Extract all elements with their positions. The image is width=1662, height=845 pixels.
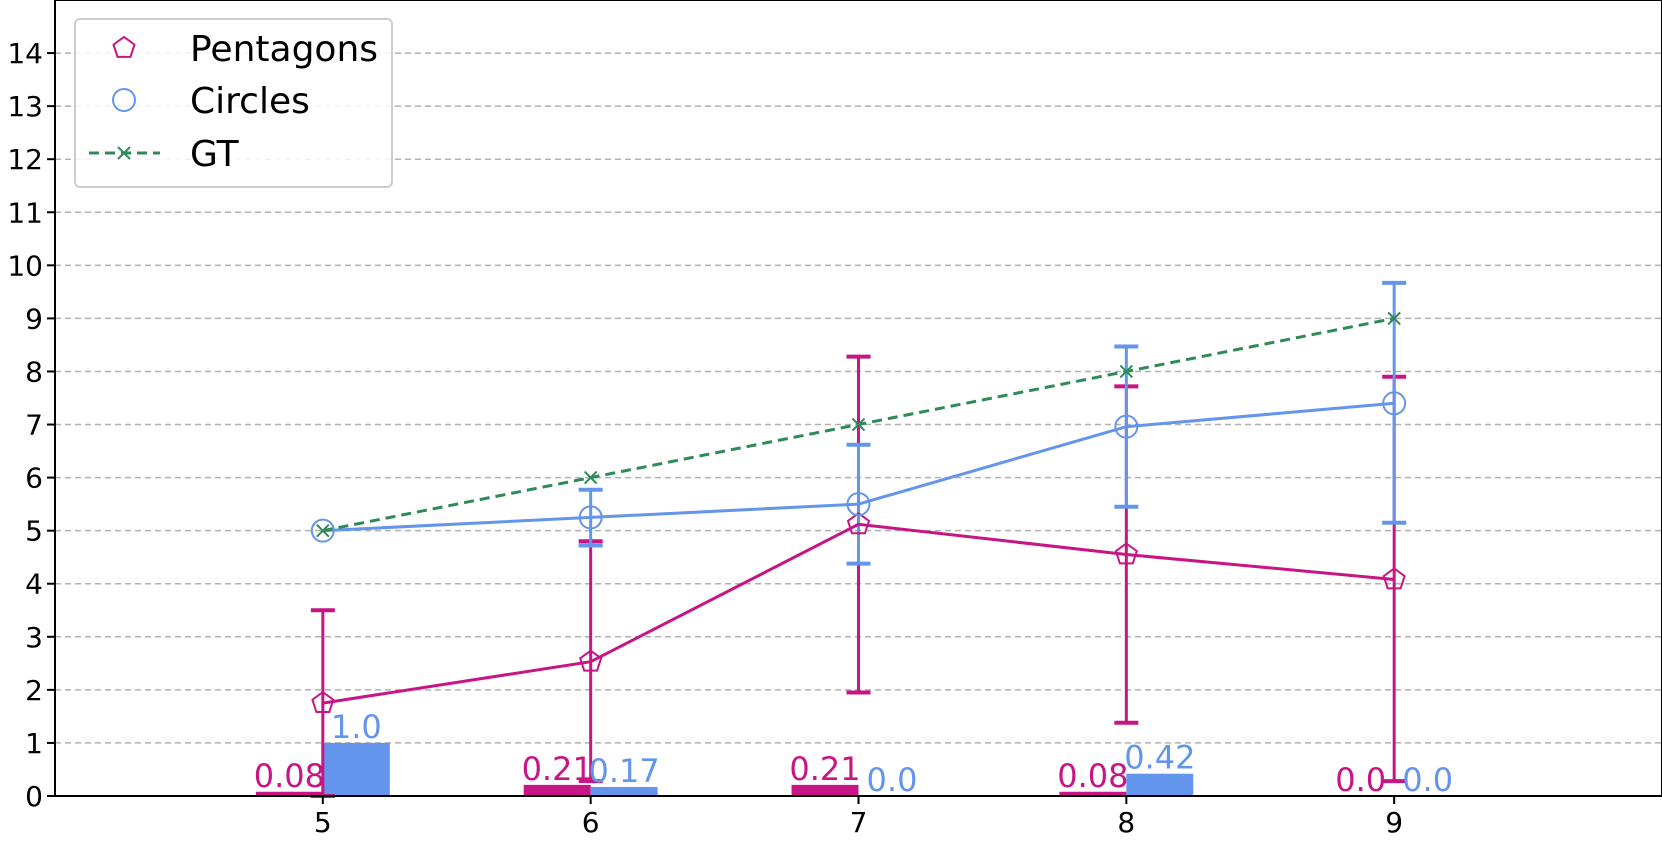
marker-stroke [583,470,598,485]
bar-circles [1126,773,1194,796]
x-tick-label: 7 [850,806,868,839]
legend-box [74,18,393,188]
y-tick-label: 4 [25,568,43,601]
y-tick-label: 0 [25,780,43,813]
y-tick-label: 3 [25,621,43,654]
marker-gt [583,470,598,485]
bar-value-label-circles: 0.0 [867,761,918,799]
marker-stroke [1119,364,1134,379]
marker-circles [1114,414,1139,439]
marker-pentagons [846,512,871,535]
series-line-circles [322,401,1395,533]
x-axis: 5 6 7 8 9 [314,796,1403,839]
marker-stroke [851,417,866,432]
y-tick-label: 14 [7,37,43,70]
y-tick-label: 9 [25,302,43,335]
marker-stroke [1387,311,1401,326]
series-line-pentagons [322,522,1395,705]
x-tick-label: 8 [1117,806,1135,839]
markers [310,311,1407,713]
legend-marker-gt [117,146,131,160]
bar-value-label-circles: 0.0 [1402,761,1453,799]
bar-pentagons [523,784,591,796]
bar-value-label-circles: 1.0 [331,708,382,746]
bar-value-label-pentagons: 0.21 [789,750,860,788]
marker-gt [316,523,330,538]
marker-circles [846,492,871,517]
y-tick-label: 2 [25,674,43,707]
marker-pentagons [311,690,335,713]
bar-pentagons [791,784,859,796]
x-tick-label: 6 [582,806,600,839]
legend: Pentagons Circles GT [74,18,393,188]
marker-pentagons [1114,542,1138,565]
bar-circles [590,786,658,796]
marker-stroke [316,523,330,538]
bar-value-label-pentagons: 0.21 [522,750,593,788]
x-tick-label: 9 [1385,806,1403,839]
legend-label-gt: GT [190,134,240,175]
marker-gt [1387,311,1401,326]
y-tick-label: 6 [25,462,43,495]
marker-circles [1382,391,1407,416]
marker-stroke [117,146,131,160]
bar-value-label-pentagons: 0.08 [254,757,325,795]
legend-label-pentagons: Pentagons [190,29,378,70]
bar-value-label-circles: 0.17 [589,752,660,790]
bar-pentagons [1059,791,1127,796]
x-tick-label: 5 [314,806,332,839]
y-tick-label: 8 [25,355,43,388]
legend-marker-circles [112,88,136,112]
bar-pentagons [255,791,323,796]
legend-marker-pentagons [112,35,136,58]
bar-value-label-pentagons: 0.08 [1057,757,1128,795]
y-tick-label: 12 [7,143,43,176]
marker-gt [851,417,866,432]
marker-circles [578,505,603,530]
marker-pentagons [1382,567,1406,590]
y-tick-label: 5 [25,515,43,548]
bar-value-label-circles: 0.42 [1124,739,1195,777]
y-tick-label: 7 [25,409,43,442]
y-tick-label: 10 [7,249,43,282]
y-tick-label: 1 [25,727,43,760]
bar-labels: 0.08 0.21 0.21 0.08 0.0 1.0 0.17 0.0 0.42 0.0 [254,708,1453,799]
marker-pentagons [579,649,603,672]
bars [255,742,1194,796]
legend-label-circles: Circles [190,81,310,122]
bar-value-label-pentagons: 0.0 [1335,761,1386,799]
marker-circles [310,518,335,543]
marker-gt [1119,364,1134,379]
y-tick-label: 11 [7,196,43,229]
bar-circles [322,742,390,796]
y-tick-label: 13 [7,90,43,123]
